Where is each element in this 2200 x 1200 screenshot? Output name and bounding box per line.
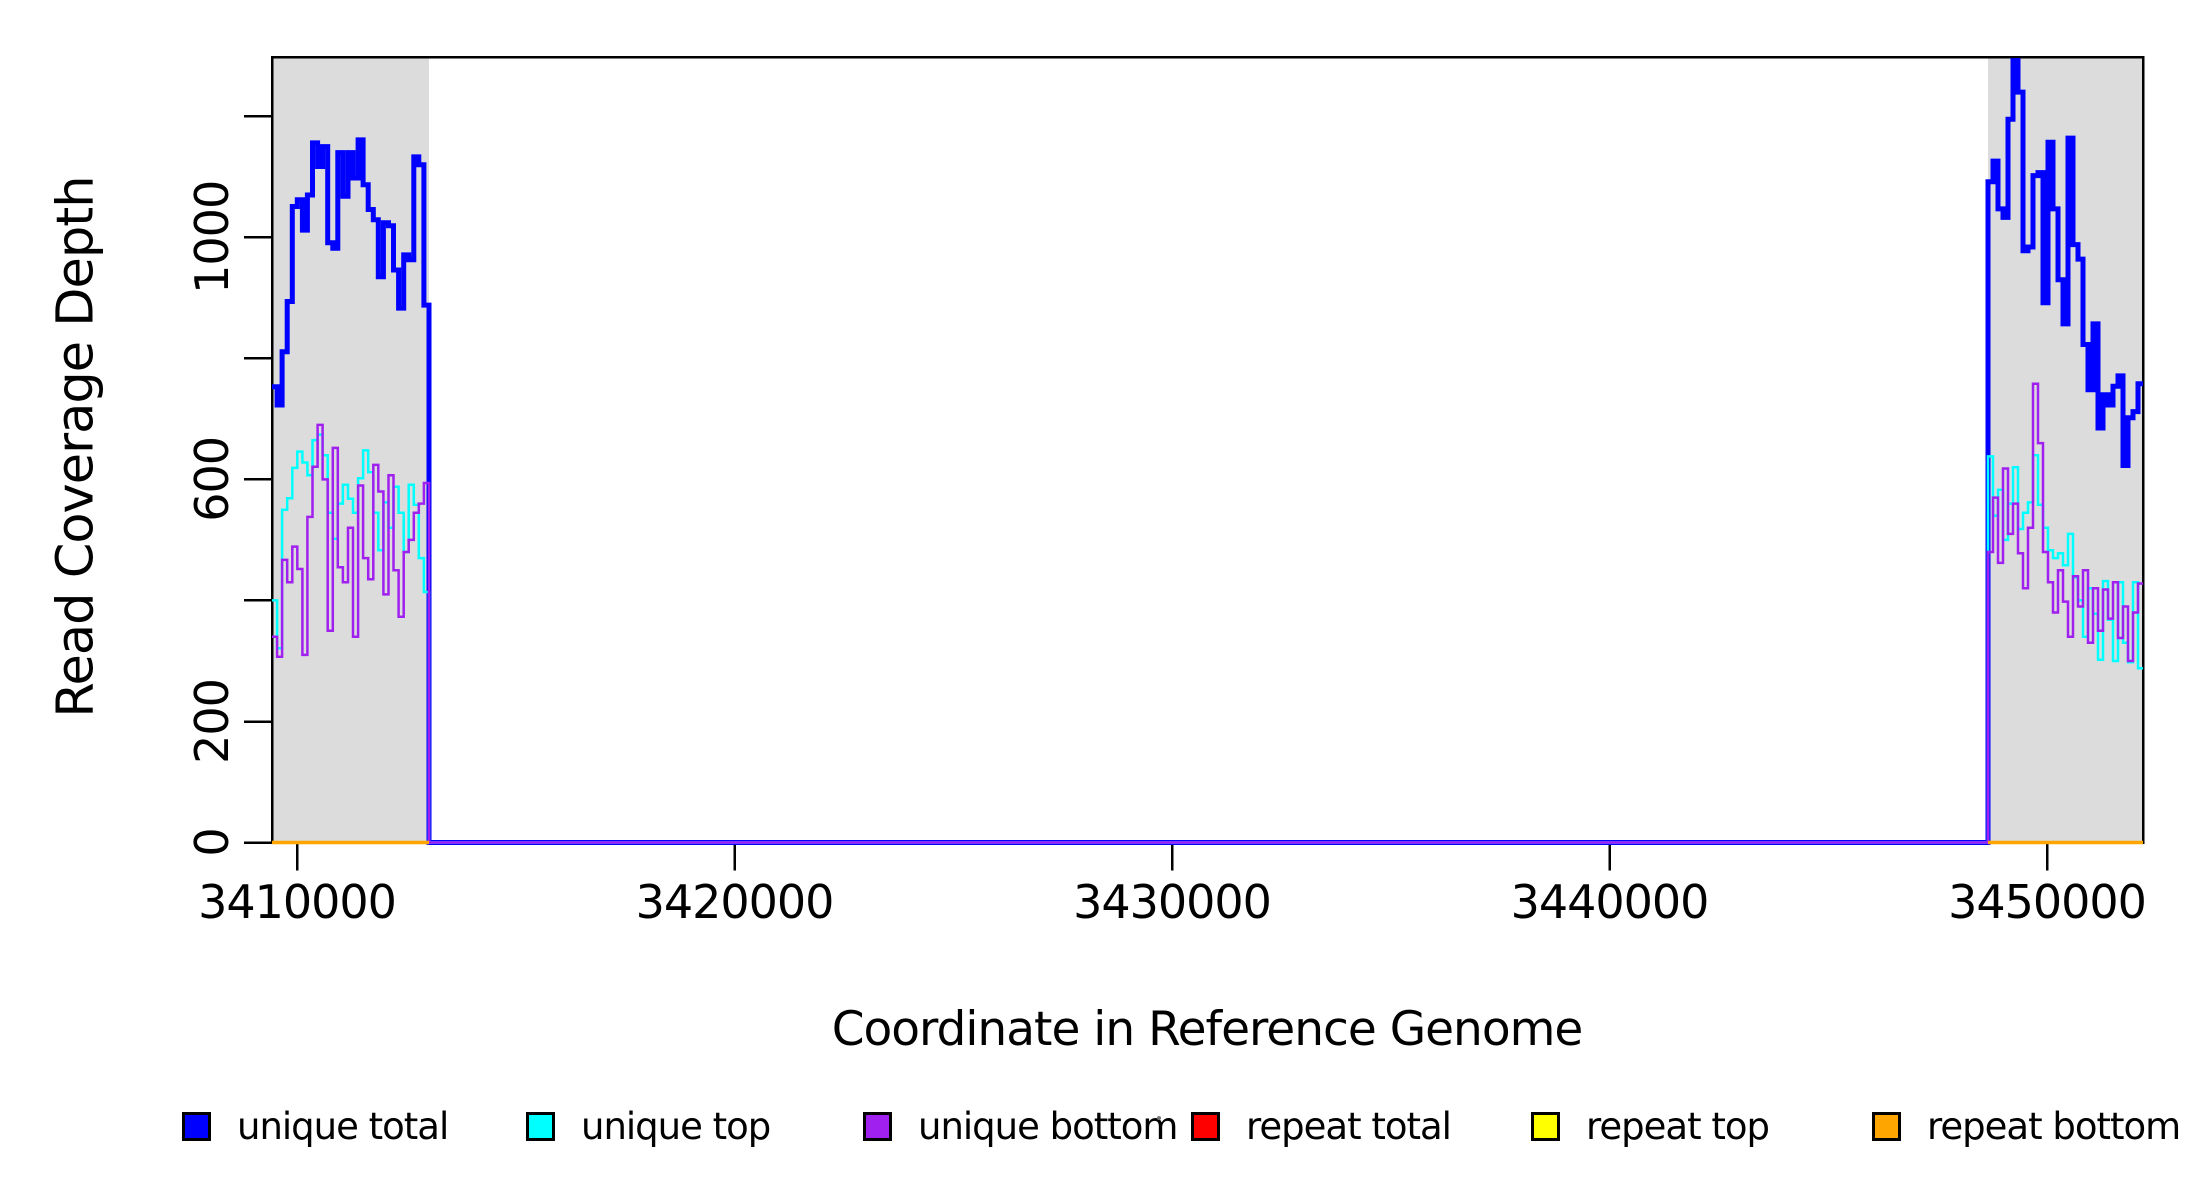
legend-swatch-repeat-top	[1531, 1111, 1560, 1141]
y-tick-label: 600	[185, 437, 239, 522]
plot-border	[270, 55, 2145, 844]
legend-swatch-unique-bottom	[863, 1111, 892, 1141]
x-tick-label: 3420000	[636, 875, 834, 929]
legend-label-repeat-total: repeat total	[1246, 1104, 1452, 1148]
x-tick-label: 3440000	[1511, 875, 1709, 929]
stray-dot	[1157, 1116, 1161, 1120]
series-unique-top-path	[272, 433, 2143, 844]
legend-item-repeat-total: repeat total	[1191, 1104, 1452, 1148]
x-tick-label: 3410000	[198, 875, 396, 929]
legend-label-unique-bottom: unique bottom	[918, 1104, 1178, 1148]
legend-item-unique-total: unique total	[182, 1104, 449, 1148]
y-tick-label: 0	[185, 828, 239, 856]
x-tick-label: 3430000	[1073, 875, 1271, 929]
series-unique-bottom-path	[272, 382, 2143, 844]
legend-label-repeat-bottom: repeat bottom	[1927, 1104, 2181, 1148]
legend-label-unique-top: unique top	[581, 1104, 771, 1148]
y-axis-title: Read Coverage Depth	[46, 176, 106, 718]
legend-item-repeat-top: repeat top	[1531, 1104, 1770, 1148]
y-tick-label: 1000	[185, 181, 239, 294]
legend-swatch-repeat-bottom	[1872, 1111, 1901, 1141]
legend-item-unique-bottom: unique bottom	[863, 1104, 1178, 1148]
x-tick-label: 3450000	[1948, 875, 2146, 929]
x-axis-title: Coordinate in Reference Genome	[831, 1002, 1584, 1057]
legend-item-repeat-bottom: repeat bottom	[1872, 1104, 2181, 1148]
legend-swatch-repeat-total	[1191, 1111, 1220, 1141]
series-unique-total-path	[272, 58, 2143, 845]
legend-item-unique-top: unique top	[526, 1104, 771, 1148]
y-tick-label: 200	[185, 679, 239, 764]
legend-swatch-unique-total	[182, 1111, 211, 1141]
legend-label-unique-total: unique total	[237, 1104, 449, 1148]
legend-label-repeat-top: repeat top	[1586, 1104, 1770, 1148]
legend-swatch-unique-top	[526, 1111, 555, 1141]
